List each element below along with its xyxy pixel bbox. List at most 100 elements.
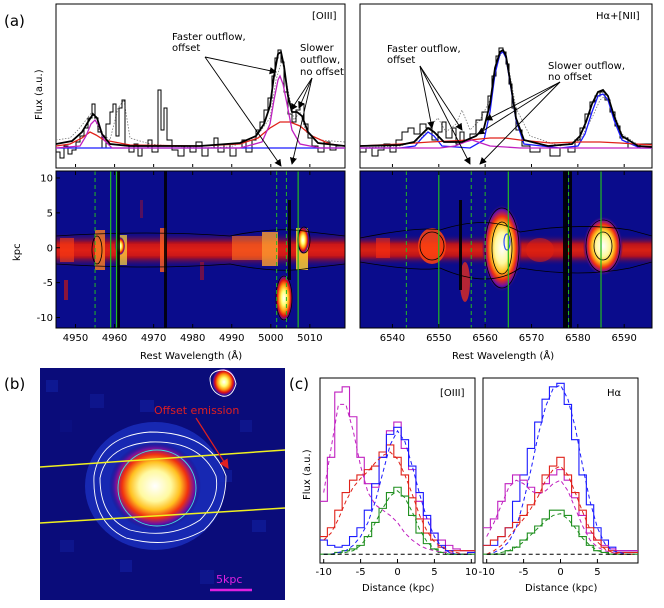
profile-xtick-label: -5 [356,567,366,578]
map-xtick-label: 6570 [519,333,544,344]
profile-xtick-label: 5 [431,567,437,578]
a-left-axes: 4950 4960 4970 4980 4990 5000 5010 10 5 0 -5 -10 [37,164,323,344]
c-oiii-title: [OIII] [440,388,465,399]
profile-step-green [483,509,638,555]
a-left-line-label: [OIII] [312,11,337,22]
profile-step-red [483,456,638,553]
a-right-spectrum: Faster outflow, offset Slower outflow, n… [359,3,653,169]
b-offset-label: Offset emission [154,404,239,417]
a-right-black-fit [360,48,652,148]
map-xtick-label: 5010 [297,333,322,344]
a-right-annot-slower-2: no offset [548,72,592,83]
map-xtick-label: 4990 [219,333,244,344]
b-slit-upper [40,449,285,468]
c-profile-oiii: -10 -5 0 5 10 [OIII] Distance (kpc) Flux (a.… [302,377,478,594]
map-ytick-label: 10 [40,173,53,184]
map-xtick-label: 6590 [611,333,636,344]
c-halpha-title: Hα [607,388,622,399]
a-left-xlabel: Rest Wavelength (Å) [140,349,242,362]
c-oiii-ylabel: Flux (a.u.) [302,449,313,500]
c-oiii-axes: -10 -5 0 5 10 [316,559,478,578]
map-xtick-label: 6540 [380,333,405,344]
a-left-annot-faster-2: offset [172,43,200,54]
panel-label-b: (b) [4,375,25,393]
map-ytick-label: 5 [47,208,53,219]
profile-fit-red_fit [323,451,472,555]
a-left-annot-faster-1: Faster outflow, [172,32,246,43]
a-right-xlabel: Rest Wavelength (Å) [452,349,554,362]
a-left-spectrum: Faster outflow, offset Slower outflow, n… [34,3,346,169]
map-xtick-label: 4970 [141,333,166,344]
map-xtick-label: 6550 [426,333,451,344]
profile-fit-blue_fit [323,429,472,555]
b-offset-arrow [195,417,229,470]
profile-fit-green_fit [323,490,472,555]
panel-label-a: (a) [4,12,25,30]
map-xtick-label: 4980 [180,333,205,344]
profile-fit-magenta_fit [323,403,472,555]
c-profile-halpha: -10 -5 0 5 Hα Distance (kpc) [479,377,639,594]
map-ytick-label: -10 [37,313,53,324]
b-contours [93,369,237,543]
profile-xtick-label: 0 [394,567,400,578]
a-right-magenta-fit [360,139,652,149]
profile-fit-blue_fit [486,384,635,555]
a-left-black-fit [56,50,345,147]
c-oiii-xlabel: Distance (kpc) [362,583,434,594]
a-left-map-guides [94,171,299,328]
map-xtick-label: 6580 [565,333,590,344]
profile-fit-green_fit [486,513,635,555]
a-left-ylabel: Flux (a.u.) [34,69,45,120]
a-right-map-guides [405,171,602,328]
a-right-map-skylines [459,171,572,328]
a-left-annot-slower-2: outflow, [300,55,340,66]
b-companion [212,368,236,396]
map-xtick-label: 6560 [472,333,497,344]
profile-xtick-label: -10 [316,567,332,578]
b-galaxy [109,442,201,530]
a-right-map-contours [360,207,652,289]
b-slit-lower [40,507,285,524]
a-right-map-patches [376,204,623,302]
map-ytick-label: 0 [47,243,53,254]
profile-xtick-label: -5 [519,567,529,578]
a-right-arrows [419,65,561,165]
map-xtick-label: 4960 [102,333,127,344]
a-right-axes: 6540 6550 6560 6570 6580 6590 [380,164,637,344]
profile-fit-magenta_fit [486,479,635,555]
a-left-annot-slower-3: no offset [300,67,344,78]
profile-xtick-label: -10 [479,567,495,578]
profile-step-blue [483,382,638,552]
c-halpha-xlabel: Distance (kpc) [525,583,597,594]
profile-xtick-label: 5 [594,567,600,578]
map-xtick-label: 4950 [63,333,88,344]
a-left-map-ylabel: kpc [12,243,23,261]
a-right-map-core-contour [503,233,511,251]
a-right-line-label: Hα+[NII] [596,11,640,22]
a-left-map-patches [60,200,309,322]
map-xtick-label: 5000 [258,333,283,344]
profile-fit-red_fit [486,465,635,555]
map-ytick-label: -5 [43,278,53,289]
a-right-annot-faster-1: Faster outflow, [387,44,461,55]
a-left-magenta-fit [56,74,345,149]
a-right-map: 6540 6550 6560 6570 6580 6590 Rest Wavelength… [359,164,653,362]
panel-label-c: (c) [289,375,309,393]
a-left-annot-slower-1: Slower [300,43,335,54]
a-left-map: 4950 4960 4970 4980 4990 5000 5010 10 5 0 -5 -10 Re… [12,164,346,362]
c-halpha-axes: -10 -5 0 5 [479,559,601,578]
a-left-map-skylines [116,171,291,328]
c-oiii-lines [320,386,475,555]
profile-step-blue [320,426,475,555]
profile-xtick-label: 0 [557,567,563,578]
a-right-annot-slower-1: Slower outflow, [548,61,625,72]
profile-xtick-label: 10 [465,567,478,578]
b-panel-image: Offset emission 5kpc [40,368,285,600]
profile-step-magenta [320,386,475,552]
a-right-annot-faster-2: offset [387,55,415,66]
c-halpha-lines [483,382,638,555]
profile-step-magenta [483,469,638,552]
a-left-arrows [204,56,313,167]
b-scale-label: 5kpc [216,573,242,586]
